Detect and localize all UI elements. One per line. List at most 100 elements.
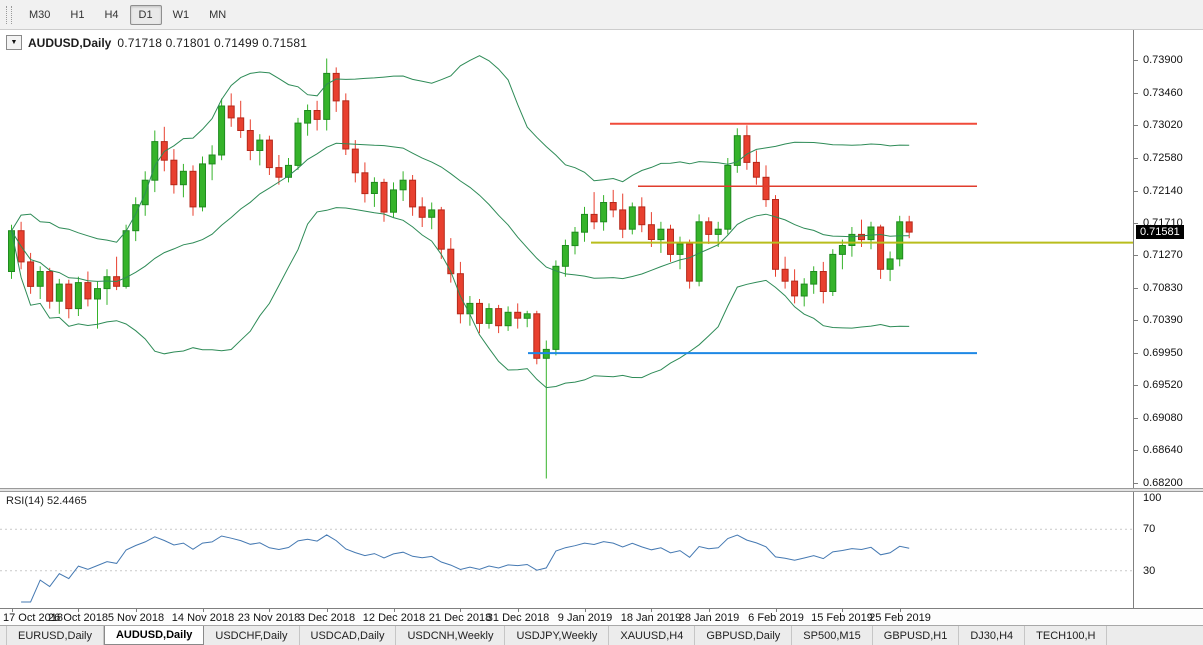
date-axis-tick [78, 609, 79, 612]
timeframe-button-mn[interactable]: MN [209, 8, 227, 21]
chart-tab-gbpusd-daily[interactable]: GBPUSD,Daily [695, 626, 793, 645]
date-axis-label: 28 Jan 2019 [678, 612, 740, 624]
bollinger-bands [11, 55, 910, 389]
date-axis-tick [269, 609, 270, 612]
price-axis-tick [1134, 93, 1138, 94]
rsi-axis-label: 30 [1143, 565, 1156, 577]
date-axis-tick [776, 609, 777, 612]
candlestick-chart[interactable] [0, 30, 1133, 488]
drawn-objects [528, 122, 1133, 355]
date-axis[interactable]: 17 Oct 2018 26 Oct 2018 5 Nov 2018 14 Nov 2… [0, 608, 1203, 625]
chart-symbol-label: AUDUSD,Daily [28, 35, 112, 50]
price-axis-tick [1134, 223, 1138, 224]
date-axis-tick [136, 609, 137, 612]
date-axis-label: 23 Nov 2018 [237, 612, 301, 624]
date-axis-tick [203, 609, 204, 612]
rsi-panel[interactable]: RSI(14) 52.4465 [0, 492, 1133, 608]
date-axis-tick [709, 609, 710, 612]
date-axis-label: 17 Oct 2018 [3, 612, 63, 624]
price-axis-label: 0.70830 [1143, 282, 1183, 294]
bollinger-middle-band [11, 142, 910, 283]
price-axis-tick [1134, 60, 1138, 61]
rsi-line [21, 534, 910, 603]
rsi-axis[interactable]: 100 70 30 [1133, 492, 1203, 608]
rsi-axis-label: 70 [1143, 523, 1156, 535]
chart-tab-gbpusd-h1[interactable]: GBPUSD,H1 [873, 626, 960, 645]
price-axis-tick [1134, 255, 1138, 256]
date-axis-label: 26 Oct 2018 [48, 612, 108, 624]
price-axis-label: 0.73900 [1143, 54, 1183, 66]
chart-tab-usdjpy-weekly[interactable]: USDJPY,Weekly [505, 626, 610, 645]
date-axis-label: 3 Dec 2018 [298, 612, 356, 624]
date-axis-tick [518, 609, 519, 612]
chart-tab-usdcad-daily[interactable]: USDCAD,Daily [300, 626, 397, 645]
panel-splitter[interactable] [0, 488, 1203, 492]
chart-tab-usdchf-daily[interactable]: USDCHF,Daily [204, 626, 300, 645]
toolbar-grip-handle[interactable] [6, 5, 12, 24]
chart-ohlc-values: 0.71718 0.71801 0.71499 0.71581 [117, 35, 308, 50]
date-axis-label: 6 Feb 2019 [748, 612, 804, 624]
date-axis-label: 31 Dec 2018 [486, 612, 550, 624]
price-axis-label: 0.72580 [1143, 152, 1183, 164]
chart-tab-dj30-h4[interactable]: DJ30,H4 [959, 626, 1026, 645]
date-axis-tick [585, 609, 586, 612]
price-axis-tick [1134, 385, 1138, 386]
price-axis-tick [1134, 125, 1138, 126]
price-axis-label: 0.69080 [1143, 412, 1183, 424]
date-axis-label: 5 Nov 2018 [107, 612, 165, 624]
current-price-badge: 0.71581 [1136, 225, 1184, 239]
price-axis-label: 0.73020 [1143, 119, 1183, 131]
price-axis-label: 0.71270 [1143, 249, 1183, 261]
price-axis-tick [1134, 158, 1138, 159]
date-axis-label: 12 Dec 2018 [362, 612, 426, 624]
chart-dropdown-icon[interactable]: ▼ [6, 35, 22, 50]
timeframe-button-h1[interactable]: H1 [70, 8, 85, 21]
price-axis-label: 0.68640 [1143, 444, 1183, 456]
price-axis-label: 0.73460 [1143, 87, 1183, 99]
timeframe-button-h4[interactable]: H4 [104, 8, 119, 21]
price-axis-tick [1134, 450, 1138, 451]
price-axis-tick [1134, 288, 1138, 289]
timeframe-button-w1[interactable]: W1 [172, 8, 190, 21]
timeframe-toolbar: M30 H1 H4 D1 W1 MN [0, 0, 1203, 30]
chart-tab-eurusd-daily[interactable]: EURUSD,Daily [6, 626, 104, 645]
date-axis-label: 14 Nov 2018 [171, 612, 235, 624]
chart-header: ▼ AUDUSD,Daily 0.71718 0.71801 0.71499 0… [6, 35, 307, 50]
date-axis-tick [12, 609, 13, 612]
price-axis-tick [1134, 483, 1138, 484]
chart-tabs: EURUSD,Daily AUDUSD,Daily USDCHF,Daily USDC… [0, 625, 1203, 645]
bollinger-lower-band [11, 207, 910, 389]
timeframe-buttons: M30 H1 H4 D1 W1 MN [19, 4, 236, 25]
rsi-chart[interactable] [0, 492, 1133, 608]
timeframe-button-d1[interactable]: D1 [129, 4, 162, 25]
price-axis-label: 0.72140 [1143, 185, 1183, 197]
date-axis-tick [327, 609, 328, 612]
date-axis-label: 18 Jan 2019 [620, 612, 682, 624]
date-axis-tick [842, 609, 843, 612]
price-axis-tick [1134, 191, 1138, 192]
rsi-indicator-label: RSI(14) 52.4465 [6, 495, 87, 507]
date-axis-label: 25 Feb 2019 [869, 612, 931, 624]
chart-tab-xauusd-h4[interactable]: XAUUSD,H4 [609, 626, 696, 645]
date-axis-label: 9 Jan 2019 [557, 612, 613, 624]
price-axis-label: 0.68200 [1143, 477, 1183, 489]
price-axis-tick [1134, 418, 1138, 419]
timeframe-button-m30[interactable]: M30 [29, 8, 51, 21]
date-axis-tick [651, 609, 652, 612]
price-axis-label: 0.69520 [1143, 379, 1183, 391]
chart-tab-sp500-m15[interactable]: SP500,M15 [792, 626, 873, 645]
price-axis-tick [1134, 320, 1138, 321]
date-axis-tick [460, 609, 461, 612]
bollinger-upper-band [11, 55, 910, 243]
price-axis-label: 0.70390 [1143, 314, 1183, 326]
chart-tab-audusd-daily[interactable]: AUDUSD,Daily [103, 626, 205, 645]
candlesticks [8, 58, 913, 479]
main-chart-area[interactable]: ▼ AUDUSD,Daily 0.71718 0.71801 0.71499 0… [0, 30, 1133, 488]
date-axis-label: 15 Feb 2019 [811, 612, 873, 624]
price-axis-tick [1134, 353, 1138, 354]
chart-tab-usdcnh-weekly[interactable]: USDCNH,Weekly [396, 626, 506, 645]
date-axis-label: 21 Dec 2018 [428, 612, 492, 624]
chart-tab-tech100-h[interactable]: TECH100,H [1025, 626, 1108, 645]
price-axis[interactable]: 0.73900 0.73460 0.73020 0.72580 0.72140 0.717… [1133, 30, 1203, 489]
